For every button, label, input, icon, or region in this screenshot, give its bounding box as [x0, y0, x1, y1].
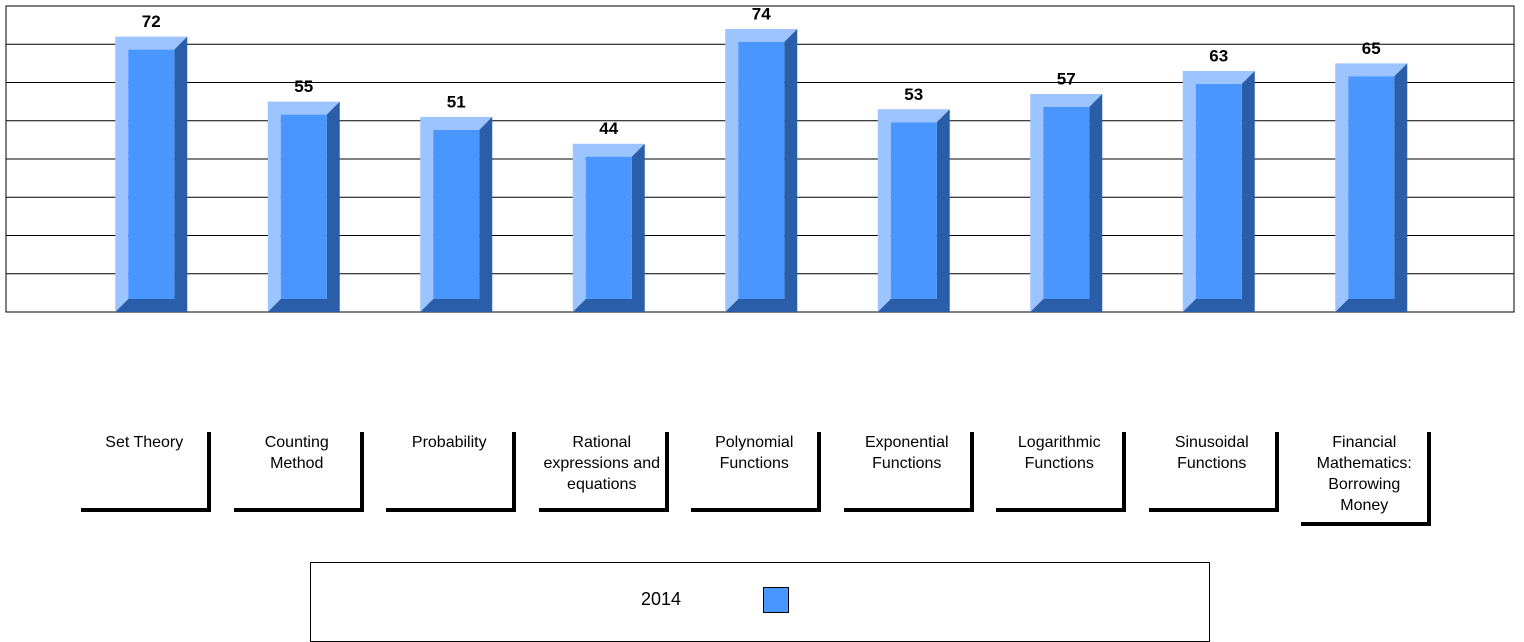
data-label: 63 [1209, 47, 1228, 66]
legend-swatch [763, 587, 789, 613]
x-tick-label: Logarithmic Functions [996, 432, 1127, 512]
x-tick-label: Polynomial Functions [691, 432, 822, 512]
data-label: 53 [904, 85, 923, 104]
data-label: 65 [1362, 39, 1381, 58]
data-label: 51 [447, 92, 466, 111]
x-tick-label: Probability [386, 432, 517, 512]
bar-bevel-dark [420, 116, 493, 312]
legend-label: 2014 [641, 589, 682, 609]
bar [585, 156, 632, 299]
bar-bevel-light [115, 36, 188, 312]
bar-bevel-light [1182, 71, 1255, 313]
x-tick-label: Set Theory [81, 432, 212, 512]
bar [1043, 106, 1090, 299]
data-label: 57 [1057, 69, 1076, 88]
x-tick-label: Financial Mathematics: Borrowing Money [1301, 432, 1432, 526]
bar [1348, 76, 1395, 299]
data-label: 44 [599, 119, 618, 138]
data-label: 55 [294, 77, 313, 96]
bar-bevel-dark [1030, 93, 1103, 312]
data-label: 74 [752, 4, 771, 23]
x-tick-label: Exponential Functions [843, 432, 974, 512]
bar [890, 122, 937, 300]
bar-bevel-dark [877, 109, 950, 313]
chart: 72 55 51 44 74 53 57 63 65 [5, 4, 1515, 313]
bar [128, 49, 175, 299]
bar-bevel-dark [725, 28, 798, 312]
bar-bevel-dark [572, 143, 645, 312]
bar [738, 41, 785, 299]
bar-bevel-dark [1182, 71, 1255, 313]
bar [1195, 84, 1242, 300]
bar [280, 114, 327, 299]
bar-bevel-light [1030, 93, 1103, 312]
x-tick-label: Rational expressions and equations [538, 432, 669, 512]
bar-bevel-light [267, 101, 340, 312]
bar-bevel-light [725, 28, 798, 312]
bar-bevel-dark [115, 36, 188, 312]
x-tick-label: Counting Method [233, 432, 364, 512]
bar-bevel-light [572, 143, 645, 312]
bar-bevel-dark [267, 101, 340, 312]
bar [433, 129, 480, 299]
x-tick-label: Sinusoidal Functions [1148, 432, 1279, 512]
data-label: 72 [142, 12, 161, 31]
bar-bevel-light [877, 109, 950, 313]
legend: 2014 [310, 562, 1210, 642]
bar-bevel-light [420, 116, 493, 312]
bar-bevel-light [1335, 63, 1408, 312]
bar-bevel-dark [1335, 63, 1408, 312]
